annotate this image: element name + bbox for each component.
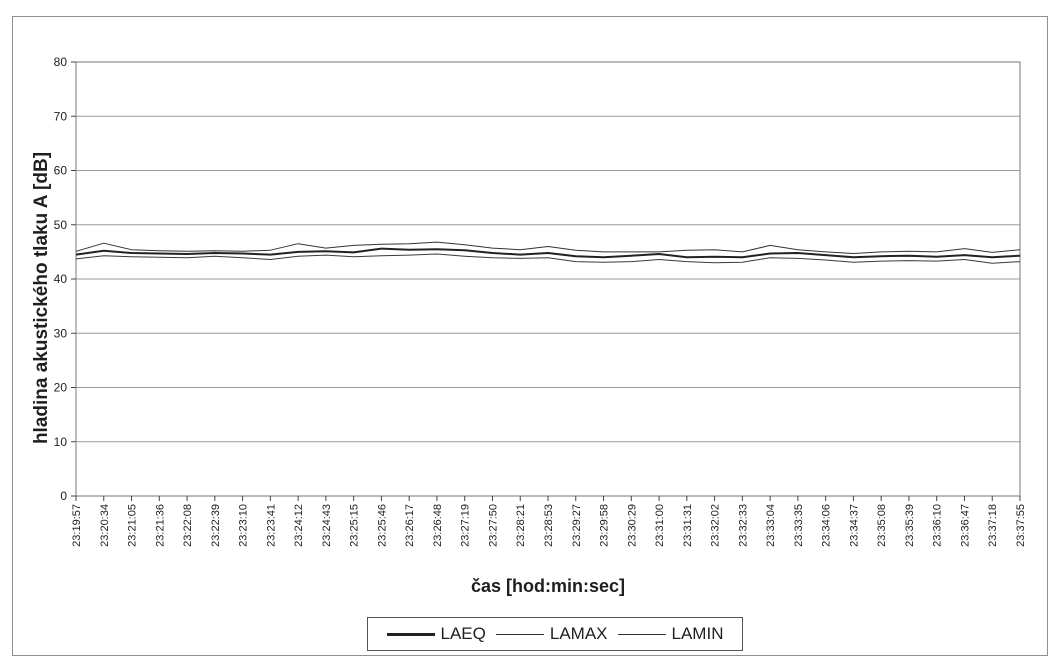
x-tick-label: 23:23:10	[238, 504, 250, 547]
x-tick-label: 23:19:57	[71, 504, 83, 547]
y-tick-label: 20	[54, 381, 68, 395]
x-axis-title: čas [hod:min:sec]	[471, 576, 625, 596]
x-tick-label: 23:20:34	[99, 504, 111, 547]
y-tick-label: 70	[54, 109, 68, 123]
x-tick-label: 23:28:21	[515, 504, 527, 547]
legend-item-lamin: LAMIN	[617, 624, 724, 644]
x-tick-label: 23:26:17	[404, 504, 416, 547]
x-tick-label: 23:35:39	[904, 504, 916, 547]
x-tick-label: 23:25:15	[349, 504, 361, 547]
x-tick-label: 23:31:31	[682, 504, 694, 547]
series-layer	[75, 241, 1021, 264]
x-tick-label: 23:22:39	[210, 504, 222, 547]
legend-label-lamax: LAMAX	[549, 624, 608, 643]
x-tick-label: 23:27:50	[487, 504, 499, 547]
x-tick-label: 23:30:29	[626, 504, 638, 547]
series-line-laeq	[75, 247, 1021, 259]
series-line-lamin	[75, 253, 1021, 264]
x-tick-label: 23:35:08	[876, 504, 888, 547]
x-tick-label: 23:37:18	[987, 504, 999, 547]
x-tick-label: 23:21:36	[154, 504, 166, 547]
legend-swatch-laeq	[386, 632, 435, 636]
x-tick-label: 23:36:10	[932, 504, 944, 547]
y-tick-label: 50	[54, 218, 68, 232]
legend-label-laeq: LAEQ	[440, 624, 486, 643]
x-tick-label: 23:32:02	[710, 504, 722, 547]
x-tick-label: 23:28:53	[543, 504, 555, 547]
x-tick-label: 23:31:00	[654, 504, 666, 547]
legend-label-lamin: LAMIN	[671, 624, 724, 643]
chart-frame	[12, 16, 1048, 656]
x-tick-label: 23:36:47	[959, 504, 971, 547]
y-tick-label: 0	[60, 489, 67, 503]
x-tick-label: 23:27:19	[460, 504, 472, 547]
x-tick-label: 23:26:48	[432, 504, 444, 547]
legend-item-lamax: LAMAX	[495, 624, 608, 644]
x-tick-label: 23:29:58	[599, 504, 611, 547]
y-tick-label: 10	[54, 435, 68, 449]
legend-swatch-lamax	[495, 633, 544, 635]
x-tick-label: 23:33:04	[765, 504, 777, 547]
x-tick-label: 23:37:55	[1015, 504, 1027, 547]
x-tick-label: 23:23:41	[265, 504, 277, 547]
x-tick-label: 23:24:12	[293, 504, 305, 547]
y-tick-label: 80	[54, 55, 68, 69]
x-tick-label: 23:34:06	[821, 504, 833, 547]
x-tick-label: 23:33:35	[793, 504, 805, 547]
legend-item-laeq: LAEQ	[386, 624, 486, 644]
grid-layer	[75, 61, 1021, 497]
legend-swatch-lamin	[617, 633, 666, 635]
y-axis-title: hladina akustického tlaku A [dB]	[31, 152, 52, 444]
x-tick-label: 23:25:46	[376, 504, 388, 547]
x-tick-label: 23:29:27	[571, 504, 583, 547]
y-tick-label: 60	[54, 164, 68, 178]
legend: LAEQ LAMAX LAMIN	[367, 617, 743, 651]
x-tick-label: 23:21:05	[127, 504, 139, 547]
x-tick-label: 23:32:33	[737, 504, 749, 547]
x-tick-label: 23:34:37	[848, 504, 860, 547]
y-tick-label: 30	[54, 326, 68, 340]
x-tick-label: 23:22:08	[182, 504, 194, 547]
series-line-lamax	[75, 241, 1021, 254]
axis-layer: 0 10 20 30 40 50 60 70 80 23:19:57 23:20:34 23:21:0…	[54, 55, 1027, 547]
x-tick-label: 23:24:43	[321, 504, 333, 547]
y-tick-label: 40	[54, 272, 68, 286]
